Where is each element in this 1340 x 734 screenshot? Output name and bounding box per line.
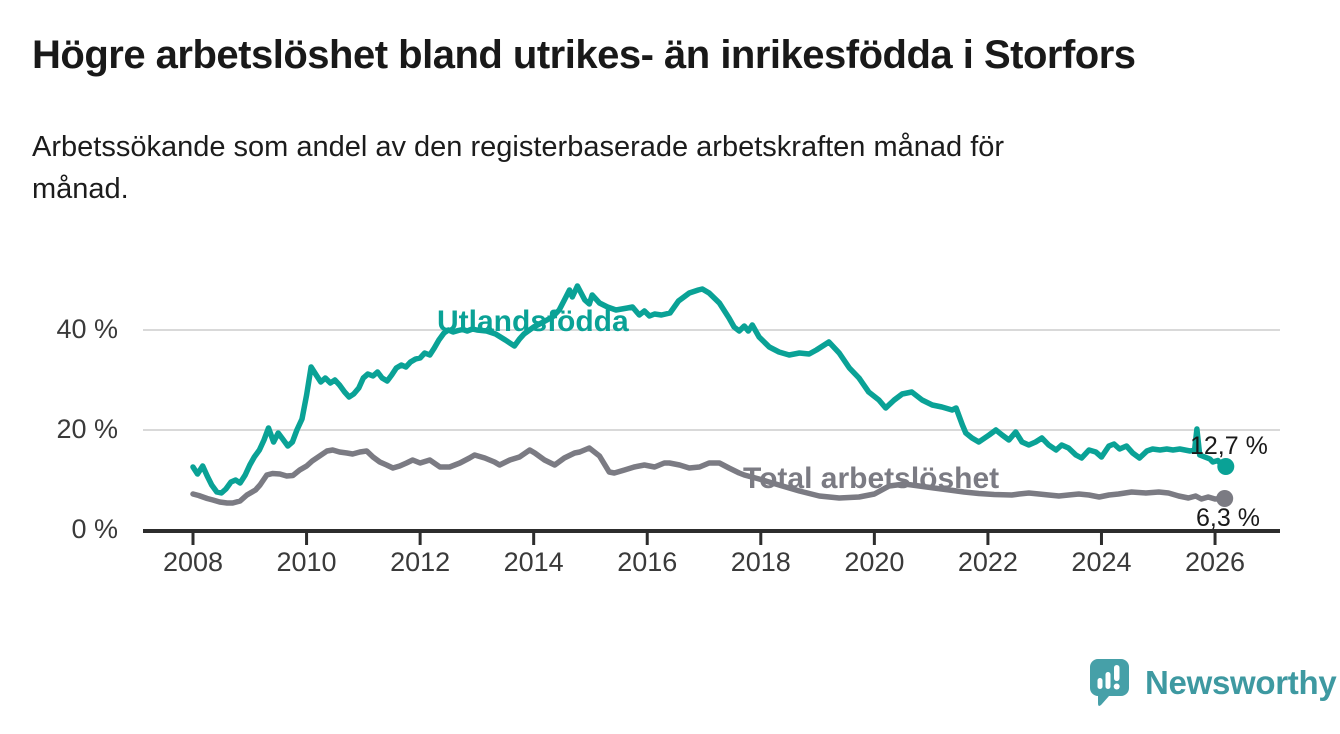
x-tick-label: 2026 — [1184, 547, 1246, 577]
y-tick-label: 20 % — [56, 414, 118, 444]
x-tick-label: 2014 — [503, 547, 564, 577]
series-end-dot-total-arbetsl-shet — [1216, 490, 1234, 507]
series-line-utlandsf-dda — [190, 283, 1229, 496]
series-label-utlandsfodda: Utlandsfödda — [437, 305, 629, 338]
series-label-total-arbetsloshet: Total arbetslöshet — [743, 462, 1000, 495]
chart-title: Högre arbetslöshet bland utrikes- än inr… — [32, 33, 1136, 77]
gridlines — [143, 329, 1280, 431]
y-tick-label: 0 % — [71, 514, 118, 544]
series-paths — [190, 283, 1229, 506]
end-value-label-utlandsfodda: 12,7 % — [1190, 432, 1268, 460]
newsworthy-branding: Newsworthy — [1089, 658, 1337, 708]
x-tick-label: 2024 — [1071, 547, 1132, 577]
end-value-label-total: 6,3 % — [1196, 504, 1260, 532]
x-tick-label: 2010 — [276, 547, 337, 577]
series-end-dot-utlandsf-dda — [1217, 458, 1235, 475]
newsworthy-logo-icon — [1090, 659, 1129, 706]
x-tick-label: 2016 — [617, 547, 678, 577]
chart-subtitle-line2: månad. — [32, 173, 129, 206]
chart-subtitle: Arbetssökande som andel av den registerb… — [32, 126, 1004, 210]
x-tick-label: 2008 — [162, 547, 224, 577]
newsworthy-logo-text: Newsworthy — [1145, 664, 1337, 701]
x-tick-label: 2022 — [957, 547, 1018, 577]
chart-subtitle-line1: Arbetssökande som andel av den registerb… — [32, 131, 1005, 163]
series-line-total-arbetsl-shet — [190, 445, 1228, 506]
x-axis-ticks — [191, 533, 1217, 545]
y-tick-label: 40 % — [56, 314, 118, 344]
x-tick-label: 2018 — [730, 547, 791, 577]
series-end-dots — [1216, 458, 1235, 507]
x-tick-label: 2012 — [390, 547, 451, 577]
x-tick-label: 2020 — [844, 547, 905, 577]
